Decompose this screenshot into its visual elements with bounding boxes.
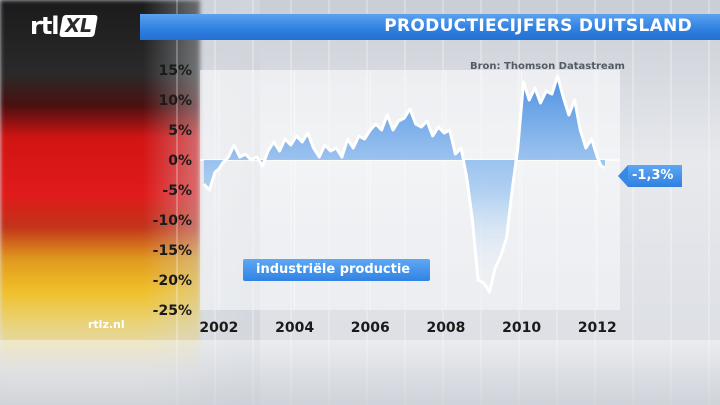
x-tick-label: 2002 — [199, 320, 238, 336]
x-tick-label: 2010 — [502, 320, 541, 336]
legend-box — [243, 259, 430, 281]
y-tick-label: -15% — [153, 243, 192, 259]
page-title: PRODUCTIECIJFERS DUITSLAND — [384, 16, 692, 36]
x-axis-ticks: 2002 2004 2006 2008 2010 2012 — [199, 320, 616, 336]
y-tick-label: 10% — [158, 93, 192, 109]
series-area — [203, 76, 605, 292]
legend-label: industriële productie — [256, 262, 411, 277]
logo-rtl-text: rtl — [30, 12, 60, 40]
chart-source: Bron: Thomson Datastream — [470, 61, 625, 72]
bottom-band — [0, 340, 720, 405]
y-tick-label: -20% — [153, 273, 192, 289]
series-line — [202, 74, 606, 294]
value-tag-arrow — [618, 165, 628, 187]
x-tick-label: 2012 — [578, 320, 617, 336]
site-url: rtlz.nl — [88, 318, 125, 331]
y-tick-label: -5% — [162, 183, 192, 199]
y-tick-label: 5% — [168, 123, 192, 139]
rtl-xl-logo: rtl XL — [30, 12, 98, 40]
x-tick-label: 2004 — [275, 320, 314, 336]
y-axis-ticks: 15% 10% 5% 0% -5% -10% -15% -20% -25% — [153, 63, 192, 319]
y-tick-label: 15% — [158, 63, 192, 79]
y-tick-label: -25% — [153, 303, 192, 319]
y-tick-label: 0% — [168, 153, 192, 169]
y-tick-label: -10% — [153, 213, 192, 229]
value-tag — [628, 165, 682, 187]
last-value-label: -1,3% — [632, 168, 674, 183]
header-bar — [140, 14, 720, 40]
x-tick-label: 2006 — [351, 320, 390, 336]
x-tick-label: 2008 — [426, 320, 465, 336]
